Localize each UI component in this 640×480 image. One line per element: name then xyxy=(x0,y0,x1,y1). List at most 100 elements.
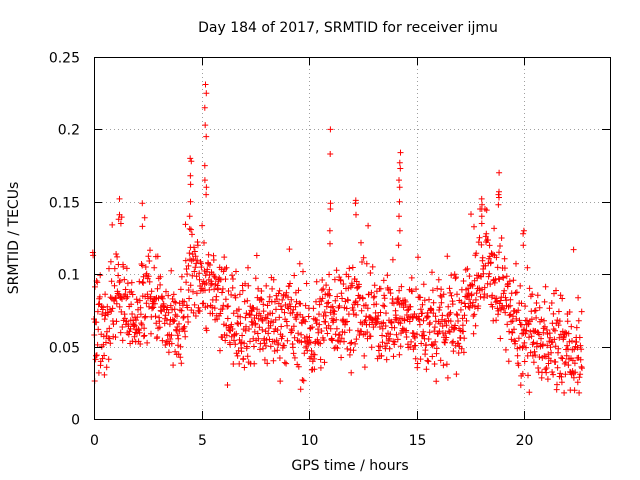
data-point xyxy=(175,351,182,358)
data-point xyxy=(184,313,191,320)
data-point xyxy=(217,310,224,317)
data-point xyxy=(225,288,232,294)
data-point xyxy=(502,309,509,316)
data-point xyxy=(500,305,507,312)
data-point xyxy=(558,379,565,386)
data-point xyxy=(518,300,525,307)
data-point xyxy=(313,320,320,327)
data-point xyxy=(409,288,416,295)
data-point xyxy=(279,333,286,340)
data-point xyxy=(538,335,544,342)
data-point xyxy=(125,331,132,338)
data-point xyxy=(252,275,259,282)
data-point xyxy=(397,343,404,350)
data-point xyxy=(229,272,235,279)
data-point xyxy=(181,298,188,305)
data-point xyxy=(578,308,585,315)
data-point xyxy=(453,311,460,318)
data-point xyxy=(170,362,177,369)
data-point xyxy=(453,274,459,281)
data-point xyxy=(534,340,541,347)
axis-ticks xyxy=(94,57,610,420)
data-point xyxy=(318,328,325,334)
data-point xyxy=(165,309,172,316)
data-point xyxy=(556,318,563,325)
data-point xyxy=(326,292,333,299)
data-point xyxy=(447,309,454,316)
data-point xyxy=(513,260,519,267)
data-point xyxy=(552,359,559,365)
data-point xyxy=(327,206,334,212)
data-point xyxy=(172,299,179,306)
data-point xyxy=(140,280,147,286)
data-point xyxy=(578,346,585,353)
x-tick-label: 0 xyxy=(90,433,99,449)
data-point xyxy=(241,340,248,347)
data-point xyxy=(119,324,126,330)
data-point xyxy=(523,327,530,334)
data-point xyxy=(210,257,217,263)
data-point xyxy=(311,351,318,358)
data-point xyxy=(192,313,199,319)
data-point xyxy=(492,299,499,306)
data-point xyxy=(550,371,557,378)
data-point xyxy=(345,273,352,280)
data-point xyxy=(327,151,334,157)
data-point xyxy=(429,287,436,294)
data-point xyxy=(491,279,498,286)
data-point xyxy=(167,302,174,309)
data-point xyxy=(162,312,169,319)
data-point xyxy=(538,316,545,323)
data-point xyxy=(423,366,430,373)
data-point xyxy=(214,316,221,323)
data-point xyxy=(442,339,448,346)
data-point xyxy=(517,282,524,289)
data-point xyxy=(111,298,118,304)
data-point xyxy=(196,308,203,315)
data-point xyxy=(326,271,333,278)
data-point xyxy=(461,312,468,319)
data-point xyxy=(338,290,345,297)
data-point xyxy=(191,268,198,275)
data-point xyxy=(517,382,524,389)
data-point xyxy=(397,149,404,156)
data-point xyxy=(94,341,101,348)
data-point xyxy=(455,318,461,324)
data-point xyxy=(325,299,332,306)
data-point xyxy=(497,335,504,342)
data-point xyxy=(512,338,519,345)
data-point xyxy=(397,320,404,327)
data-point xyxy=(396,177,402,184)
data-point xyxy=(331,276,338,283)
data-point xyxy=(135,327,142,334)
data-point xyxy=(303,280,310,287)
data-point xyxy=(387,286,393,293)
data-point xyxy=(142,264,149,270)
data-point xyxy=(433,350,440,357)
data-point xyxy=(465,303,472,310)
data-point xyxy=(154,334,161,340)
data-point xyxy=(279,296,286,303)
data-point xyxy=(329,337,336,344)
data-point xyxy=(182,221,189,228)
data-point xyxy=(420,328,427,335)
data-point xyxy=(222,276,229,283)
data-point xyxy=(360,254,367,261)
data-point xyxy=(564,318,571,325)
data-point xyxy=(334,345,341,352)
data-point xyxy=(269,285,276,292)
data-point xyxy=(310,305,317,312)
data-point xyxy=(385,337,392,344)
data-point xyxy=(487,259,494,266)
data-point xyxy=(203,133,210,140)
data-point xyxy=(454,291,460,298)
y-tick-label: 0.2 xyxy=(58,123,80,139)
data-point xyxy=(105,311,111,318)
data-point xyxy=(336,303,343,309)
data-point xyxy=(419,301,426,308)
data-point xyxy=(133,317,139,324)
data-point xyxy=(396,213,402,220)
data-point xyxy=(263,282,270,289)
data-point xyxy=(127,325,134,332)
data-point xyxy=(309,324,316,331)
